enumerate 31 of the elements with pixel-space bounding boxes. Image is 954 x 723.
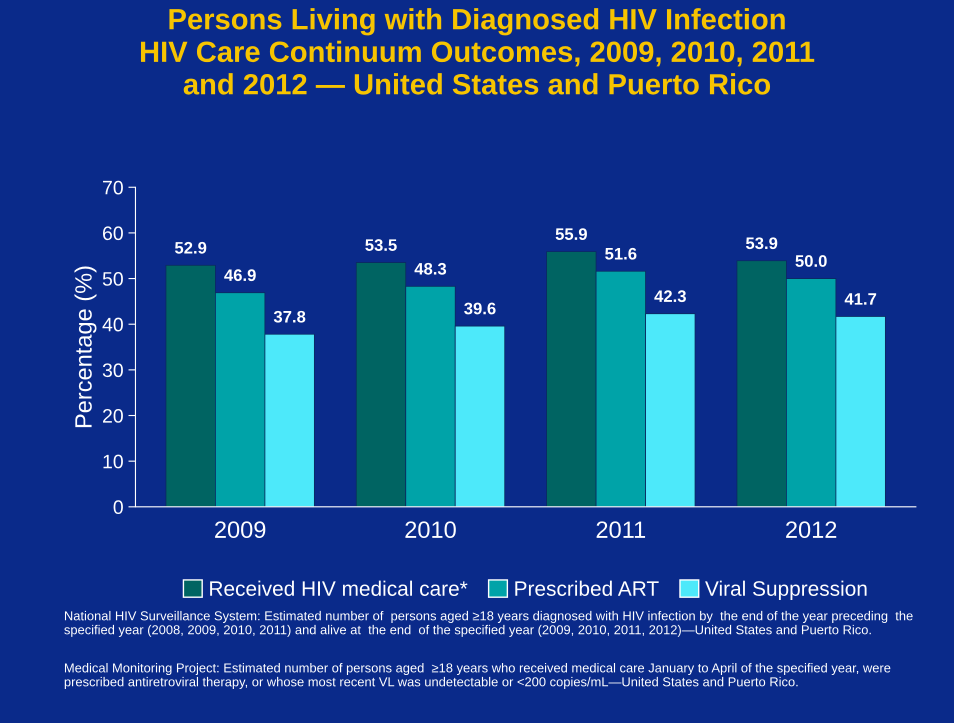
text: 48.3	[414, 262, 446, 275]
text: 50.0	[795, 255, 827, 267]
x-tick-label: 2010	[405, 521, 456, 538]
y-axis-title: Percentage (%)	[74, 266, 96, 428]
legend-label: Prescribed ART	[515, 580, 659, 596]
y-tick-label: 0	[114, 500, 123, 514]
y-tick-label: 20	[103, 408, 123, 423]
text: 41.7	[844, 293, 876, 305]
text: National HIV Surveillance System: Estimated number of persons aged ≥18 years diagnosed with HIV infection by the end of the year preceding the specified year (2008, 2009, 2010, 2011) and alive at the end of the specified year (2009, 2010, 2011, 2012)—United States and Puerto Rico.	[64, 610, 913, 637]
text: 42.3	[654, 290, 686, 302]
y-tick-label: 70	[103, 180, 123, 194]
text: 53.5	[365, 239, 397, 251]
y-tick-label: 40	[102, 318, 123, 332]
legend-label: Received HIV medical care*	[210, 580, 468, 596]
y-tick-label: 50	[102, 272, 123, 286]
text: 46.9	[224, 269, 256, 282]
x-tick-label: 2009	[215, 521, 266, 538]
legend-label: Viral Suppression	[705, 580, 867, 600]
text: 37.8	[274, 310, 306, 323]
text: Medical Monitoring Project: Estimated number of persons aged ≥18 years who received medical care January to April of the specified year, were prescribed antiretroviral therapy, or whose most recent VL was undetectable or <200 copies/mL—United States and Puerto Rico.	[64, 662, 890, 689]
text: 51.6	[605, 248, 636, 260]
x-tick-label: 2012	[786, 521, 836, 538]
text: 52.9	[174, 242, 206, 254]
text: 53.9	[746, 237, 778, 250]
y-tick-label: 60	[103, 226, 123, 240]
text: 55.9	[556, 228, 587, 240]
x-tick-label: 2011	[596, 521, 646, 538]
y-tick-label: 30	[102, 363, 123, 378]
y-tick-label: 10	[104, 454, 123, 468]
chart-title: Persons Living with Diagnosed HIV Infection HIV Care Continuum Outcomes, 2009, 2010, 2011 and 2012 — United States and Puerto Rico	[140, 8, 814, 95]
text: 39.6	[464, 302, 496, 314]
